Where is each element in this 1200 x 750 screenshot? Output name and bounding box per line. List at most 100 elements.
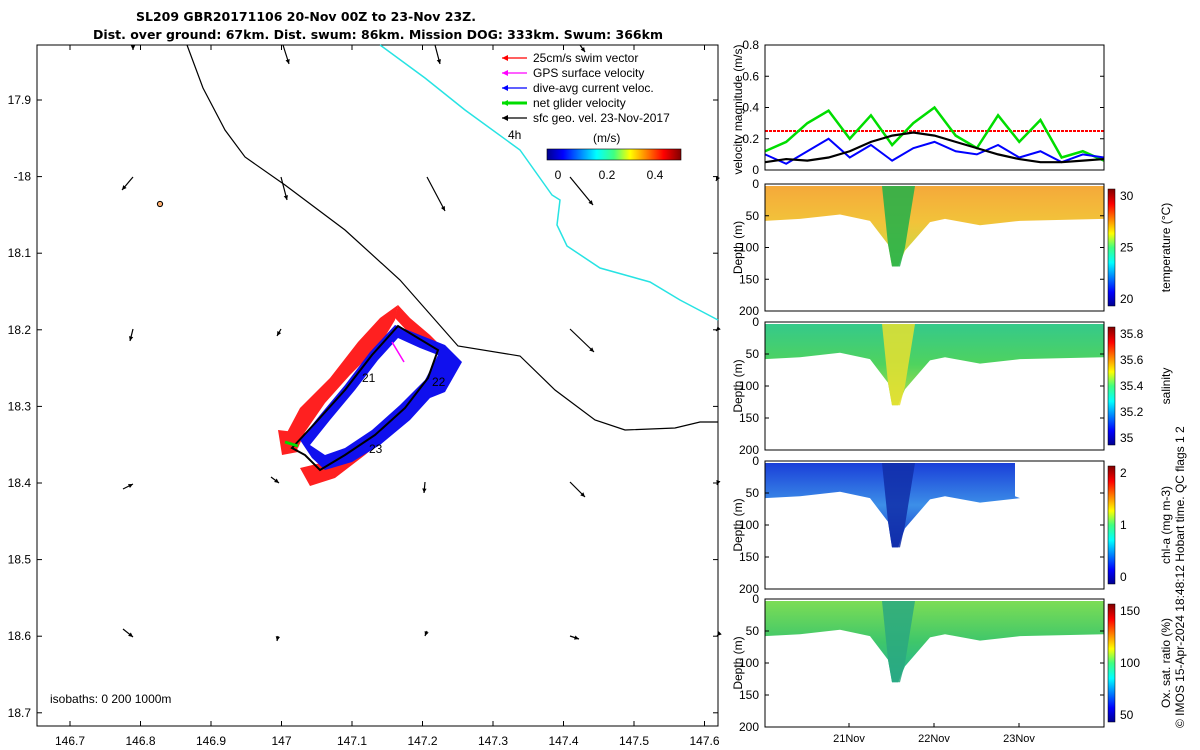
velocity-series-line xyxy=(764,131,1105,164)
colorbar-tick-label: 20 xyxy=(1120,292,1134,306)
velocity-tick-label: 0.8 xyxy=(742,38,759,52)
legend-arrowhead xyxy=(502,55,508,61)
legend-label: dive-avg current veloc. xyxy=(533,81,654,95)
figure-title: SL209 GBR20171106 20-Nov 00Z to 23-Nov 2… xyxy=(136,9,476,24)
colorbar xyxy=(1107,326,1116,446)
geostrophic-arrow xyxy=(569,176,594,206)
colorbar-label: salinity xyxy=(1159,368,1173,405)
geostrophic-arrow-head xyxy=(436,59,441,64)
depth-tick-label: 50 xyxy=(746,347,760,361)
legend-label: net glider velocity xyxy=(533,96,626,110)
footer-credit: © IMOS 15-Apr-2024 18:48:12 Hobart time.… xyxy=(1173,426,1187,728)
day-label: 21 xyxy=(362,371,376,385)
velocity-series-line xyxy=(764,105,1105,162)
depth-tick-label: 150 xyxy=(739,272,759,286)
map-y-tick-label: -18 xyxy=(14,170,32,184)
geostrophic-arrow-head xyxy=(422,488,427,493)
geostrophic-arrow-head xyxy=(580,492,585,497)
colorbar-tick-label: 50 xyxy=(1120,708,1134,722)
geostrophic-arrow-head xyxy=(128,632,133,637)
colorbar-tick-label: 30 xyxy=(1120,189,1134,203)
panel-axes-box xyxy=(764,598,1105,728)
map-x-tick-label: 146.8 xyxy=(125,734,155,748)
map-ticks: 146.7 146.8 146.9 147 147.1 147.2 147.3 147.4 14… xyxy=(8,45,720,748)
map-x-tick-label: 147.1 xyxy=(337,734,367,748)
depth-tick-label: 200 xyxy=(739,443,759,457)
geostrophic-arrow-head xyxy=(128,336,134,341)
legend-arrowhead xyxy=(502,100,508,106)
isobath-line xyxy=(186,44,718,431)
map-y-tick-label: 18.5 xyxy=(8,553,32,567)
colorbar-tick-label: 35.2 xyxy=(1120,405,1144,419)
legend-label: GPS surface velocity xyxy=(533,66,644,80)
profile-fill xyxy=(765,601,1104,683)
geostrophic-arrow-head xyxy=(716,326,721,331)
map-y-tick-label: 18.7 xyxy=(8,706,32,720)
depth-tick-label: 0 xyxy=(752,315,759,329)
geostrophic-arrow xyxy=(569,328,595,353)
time-tick-label: 21Nov xyxy=(833,733,865,745)
velocity-tick-label: 0.4 xyxy=(742,101,759,115)
profile-fill xyxy=(765,324,1104,406)
colorbar xyxy=(1107,465,1116,585)
depth-tick-label: 200 xyxy=(739,720,759,734)
depth-axis-label: Depth (m) xyxy=(731,359,745,412)
map-y-tick-label: 17.9 xyxy=(8,93,32,107)
map-panel: 146.7 146.8 146.9 147 147.1 147.2 147.3 147.4 14… xyxy=(8,44,722,748)
gps-velocity-arrow xyxy=(391,341,405,363)
velocity-tick-label: 0 xyxy=(752,163,759,177)
map-y-tick-label: 18.1 xyxy=(8,246,32,260)
depth-tick-label: 0 xyxy=(752,454,759,468)
map-y-tick-label: 18.2 xyxy=(8,323,32,337)
geostrophic-arrow-head xyxy=(277,331,282,336)
geostrophic-arrow-head xyxy=(130,45,136,50)
geostrophic-arrows xyxy=(121,44,722,642)
panel-axes-box xyxy=(764,321,1105,451)
depth-tick-label: 50 xyxy=(746,486,760,500)
map-x-tick-label: 147.3 xyxy=(478,734,508,748)
geostrophic-arrow-head xyxy=(274,478,279,483)
colorbar-label: chl-a (mg m-3) xyxy=(1159,486,1173,564)
legend-arrowhead xyxy=(502,115,508,121)
depth-tick-label: 100 xyxy=(739,656,759,670)
map-x-tick-label: 146.7 xyxy=(55,734,85,748)
legend-arrowhead xyxy=(502,70,508,76)
depth-tick-label: 100 xyxy=(739,241,759,255)
velocity-tick-label: 0.6 xyxy=(742,69,759,83)
depth-tick-label: 50 xyxy=(746,624,760,638)
profile-panel: 0 50 100 150 200 Depth (m) 35.8 35.6 35.4 35.2 35 s… xyxy=(731,315,1173,457)
day-label: 22 xyxy=(432,375,446,389)
isobaths-label: isobaths: 0 200 1000m xyxy=(50,692,171,706)
dive-plume xyxy=(882,463,915,548)
map-x-tick-label: 147.6 xyxy=(689,734,719,748)
map-y-tick-label: 18.3 xyxy=(8,399,32,413)
colorbar-tick-label: 35.4 xyxy=(1120,379,1144,393)
profile-panel: 0 50 100 150 200 Depth (m) 30 25 20 temperature (… xyxy=(731,177,1173,318)
velocity-axis-label: velocity magnitude (m/s) xyxy=(731,44,745,174)
depth-tick-label: 0 xyxy=(752,592,759,606)
depth-tick-label: 150 xyxy=(739,688,759,702)
colorbar-tick: 0.4 xyxy=(647,168,664,182)
colorbar-tick-label: 1 xyxy=(1120,518,1127,532)
time-tick-label: 22Nov xyxy=(918,733,950,745)
legend-duration: 4h xyxy=(508,128,521,142)
colorbar xyxy=(1107,188,1116,307)
geostrophic-arrow-head xyxy=(589,347,594,352)
colorbar-tick-label: 100 xyxy=(1120,656,1140,670)
current-vectors xyxy=(300,325,462,470)
geostrophic-arrow-head xyxy=(574,635,579,640)
speed-colorbar xyxy=(546,148,682,161)
time-tick-label: 23Nov xyxy=(1003,733,1035,745)
colorbar-tick-label: 35 xyxy=(1120,431,1134,445)
map-x-tick-label: 147.5 xyxy=(619,734,649,748)
colorbar-tick-label: 35.6 xyxy=(1120,353,1144,367)
map-y-tick-label: 18.6 xyxy=(8,629,32,643)
legend-label: sfc geo. vel. 23-Nov-2017 xyxy=(533,111,670,125)
depth-tick-label: 200 xyxy=(739,582,759,596)
colorbar-label: Ox. sat. ratio (%) xyxy=(1159,618,1173,708)
depth-tick-label: 100 xyxy=(739,518,759,532)
profile-fill xyxy=(765,186,1104,267)
